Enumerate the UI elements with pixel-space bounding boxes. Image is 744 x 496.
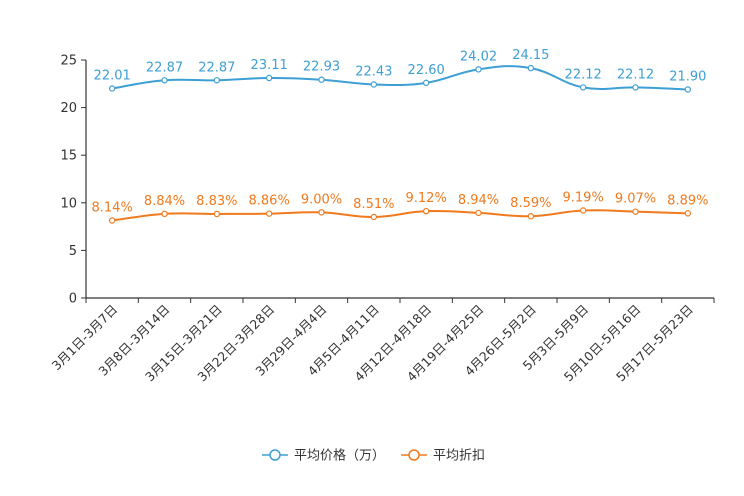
data-label: 9.00% [301, 192, 342, 207]
legend-label: 平均价格（万） [294, 448, 385, 464]
legend[interactable]: 平均价格（万） 平均折扣 [262, 448, 485, 464]
series-2: 8.14% 8.84% 8.83% 8.86% 9.00% 8.51% 9.12% 8.94%… [92, 191, 708, 224]
data-label: 8.89% [667, 193, 708, 208]
legend-item-2[interactable]: 平均折扣 [401, 449, 485, 464]
data-point[interactable] [527, 64, 535, 72]
data-label: 8.86% [249, 194, 290, 209]
data-label: 22.12 [565, 67, 602, 82]
data-label: 21.90 [669, 70, 706, 85]
y-tick-label: 10 [60, 196, 77, 211]
data-point[interactable] [632, 208, 639, 215]
data-label: 22.01 [94, 68, 131, 83]
data-label: 22.60 [408, 63, 445, 78]
series-line [112, 65, 688, 91]
data-point[interactable] [684, 86, 692, 93]
data-label: 8.84% [144, 194, 185, 209]
data-point[interactable] [475, 66, 482, 73]
legend-marker-icon [408, 449, 420, 461]
data-point[interactable] [161, 77, 168, 84]
data-label: 22.12 [617, 67, 654, 82]
x-axis: 3月1日-3月7日3月8日-3月14日3月15日-3月21日3月22日-3月28… [49, 297, 715, 384]
y-axis: 0 5 10 15 20 25 [60, 54, 87, 307]
data-label: 9.12% [406, 191, 447, 206]
data-label: 8.94% [458, 193, 499, 208]
data-point[interactable] [422, 79, 430, 87]
data-label: 24.15 [512, 48, 549, 63]
legend-label: 平均折扣 [433, 449, 485, 464]
data-point[interactable] [527, 213, 535, 220]
legend-marker-icon [269, 449, 281, 461]
y-tick-label: 25 [60, 54, 77, 69]
data-label: 8.83% [196, 194, 237, 209]
data-point[interactable] [213, 210, 221, 218]
data-label: 9.19% [563, 191, 604, 206]
data-point[interactable] [108, 85, 116, 92]
data-point[interactable] [265, 74, 273, 82]
data-label: 24.02 [460, 49, 497, 64]
data-point[interactable] [213, 77, 221, 84]
data-label: 22.87 [146, 60, 183, 75]
data-point[interactable] [579, 84, 587, 91]
data-point[interactable] [161, 210, 168, 218]
y-tick-label: 20 [60, 101, 77, 116]
data-label: 9.07% [615, 192, 656, 207]
data-point[interactable] [318, 209, 325, 216]
data-label: 8.14% [92, 201, 133, 216]
data-label: 23.11 [251, 58, 288, 73]
data-point[interactable] [318, 76, 325, 83]
series-1: 22.01 22.87 22.87 23.11 22.93 22.43 22.60 24.02… [94, 48, 706, 93]
data-point[interactable] [632, 84, 639, 91]
data-point[interactable] [684, 210, 692, 217]
y-tick-label: 0 [69, 292, 77, 307]
y-tick-label: 15 [60, 149, 77, 164]
data-point[interactable] [265, 210, 273, 217]
data-point[interactable] [108, 217, 116, 224]
data-label: 22.93 [303, 60, 340, 75]
data-label: 8.51% [353, 197, 394, 212]
data-point[interactable] [370, 213, 378, 221]
data-point[interactable] [370, 81, 378, 88]
data-point[interactable] [475, 209, 482, 217]
data-label: 22.87 [198, 60, 235, 75]
data-label: 8.59% [510, 196, 551, 211]
data-label: 22.43 [355, 64, 392, 79]
series-line [112, 209, 688, 222]
y-tick-label: 5 [69, 244, 77, 259]
data-point[interactable] [422, 207, 430, 215]
data-point[interactable] [579, 207, 587, 214]
series-layer: 22.01 22.87 22.87 23.11 22.93 22.43 22.60 24.02… [92, 48, 708, 224]
legend-item-1[interactable]: 平均价格（万） [262, 448, 385, 464]
